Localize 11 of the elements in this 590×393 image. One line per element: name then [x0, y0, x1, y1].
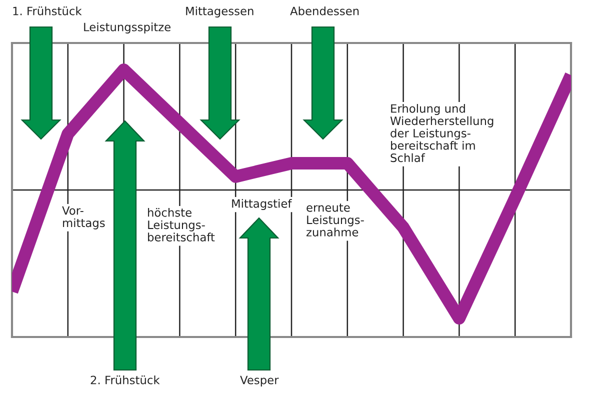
- text: Vesper: [240, 376, 279, 387]
- text: 1. Frühstück: [13, 6, 82, 16]
- text: 2. Frühstück: [90, 375, 160, 384]
- annotation: höchste Leistungs- bereitschaft: [148, 208, 215, 242]
- text: Abendessen: [290, 6, 359, 16]
- annotation: Mittagstief: [232, 199, 292, 210]
- text: Mittagessen: [186, 6, 254, 18]
- text: Leistungsspitze: [84, 22, 170, 34]
- annotation: Erholung und Wiederherstellung der Leistungs- bereitschaft im Schlaf: [390, 104, 494, 162]
- annotation: erneute Leistungs- zunahme: [306, 204, 364, 236]
- annotation: Vor- mittags: [62, 206, 105, 230]
